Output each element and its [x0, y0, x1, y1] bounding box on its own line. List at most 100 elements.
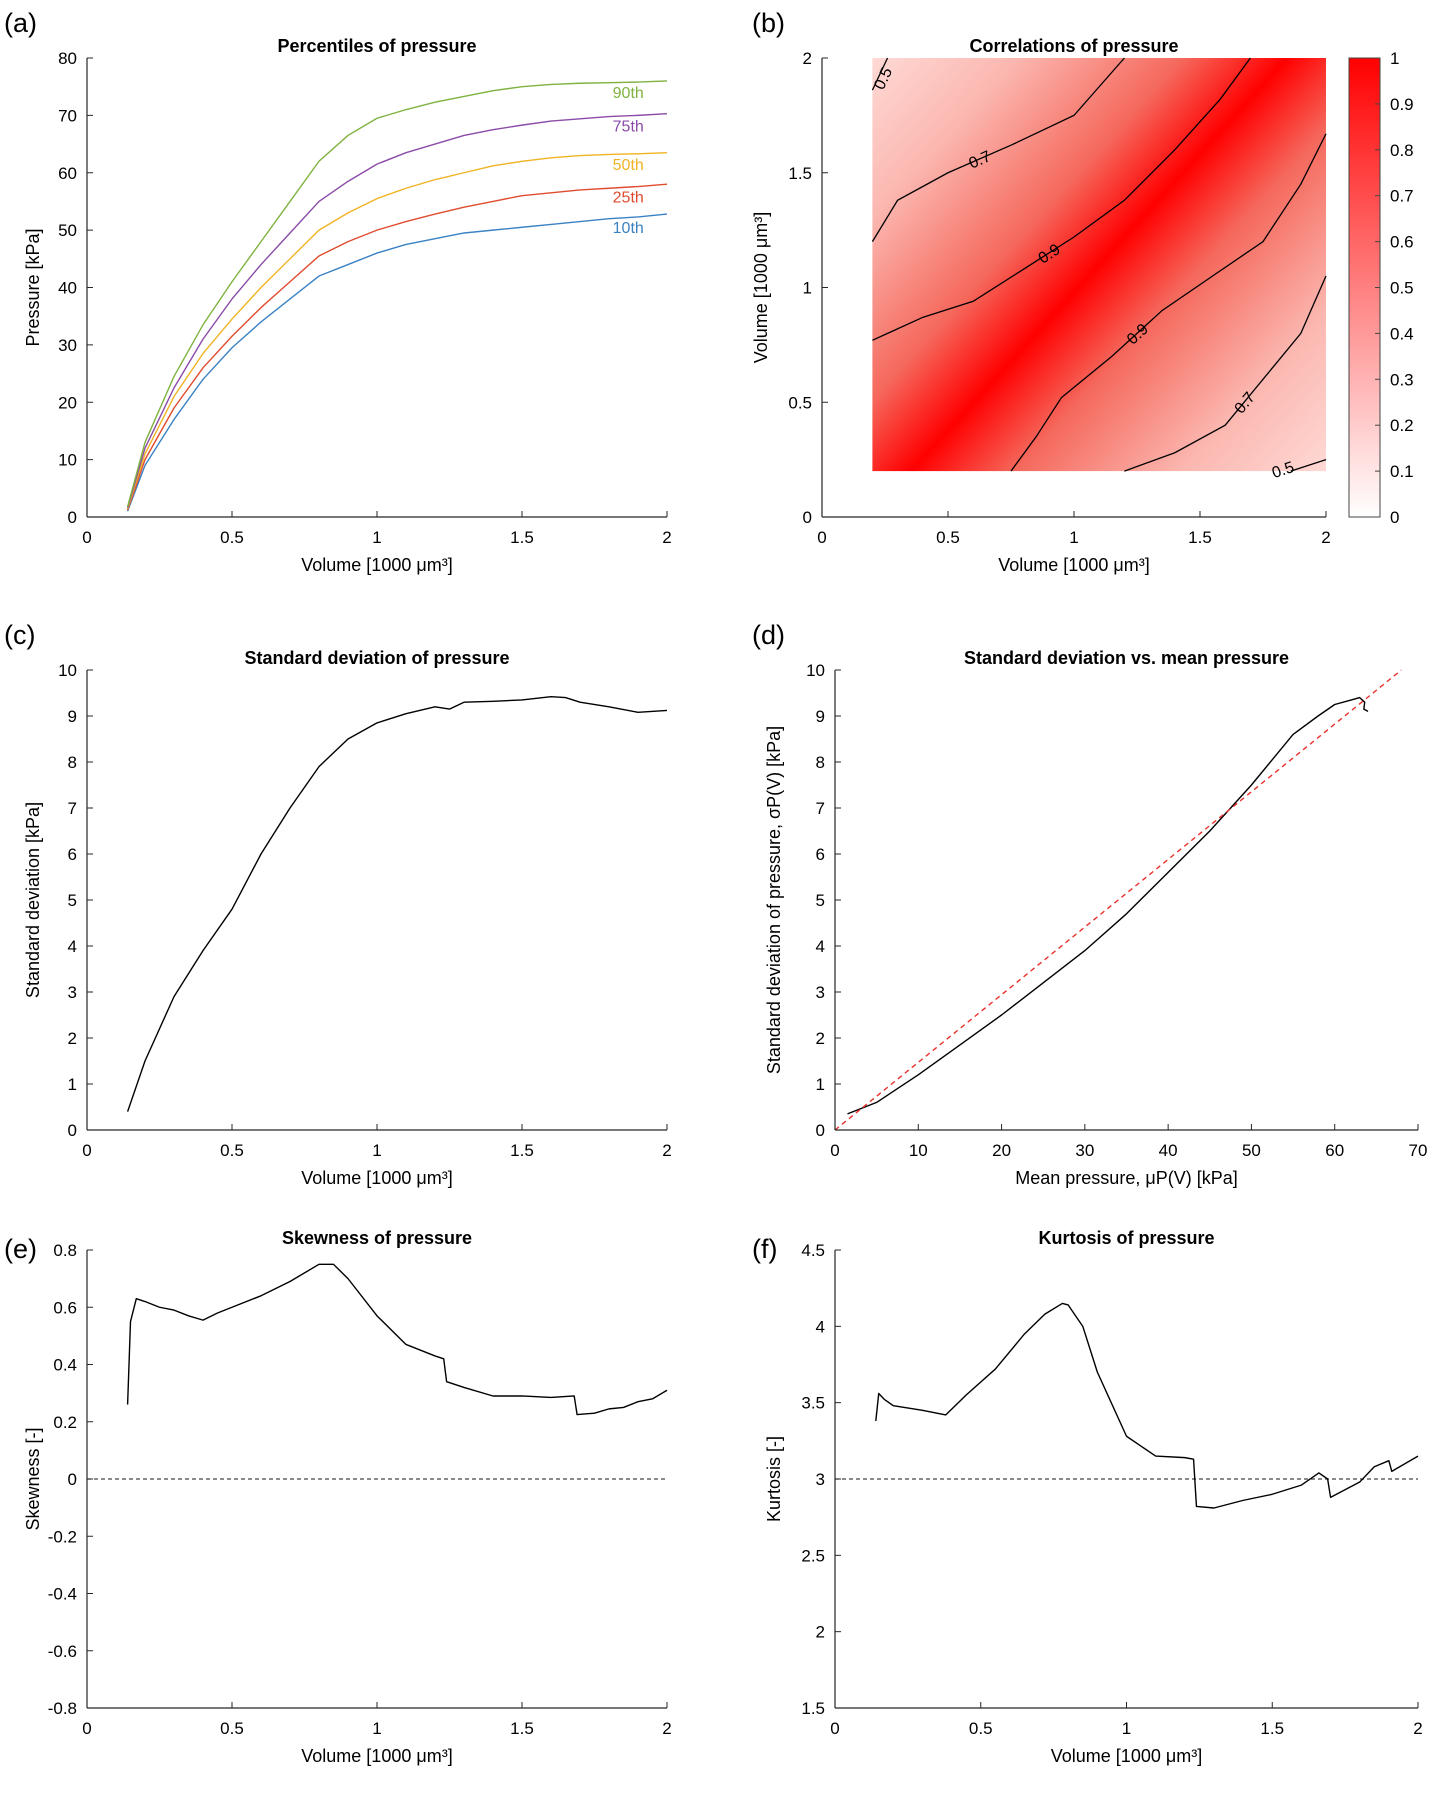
x-tick-label: 2 — [1321, 528, 1330, 547]
y-tick-label: 0.6 — [53, 1298, 77, 1317]
y-tick-label: 1 — [68, 1075, 77, 1094]
x-tick-label: 1.5 — [1188, 528, 1212, 547]
contour-line — [1290, 459, 1327, 472]
y-axis-label: Kurtosis [-] — [764, 1436, 784, 1522]
y-tick-label: 0.2 — [53, 1413, 77, 1432]
series-line — [847, 696, 1369, 1115]
y-tick-label: 20 — [58, 393, 77, 412]
panel-c: (c) Standard deviation of pressure 0 0.5 1 1.… — [4, 620, 672, 1188]
y-tick-label: 50 — [58, 221, 77, 240]
y-tick-label: 10 — [58, 661, 77, 680]
y-tick-label: 8 — [816, 753, 825, 772]
colorbar-tick-label: 1 — [1390, 49, 1399, 68]
x-tick-label: 0.5 — [936, 528, 960, 547]
x-tick-label: 0 — [82, 1719, 91, 1738]
contour-line — [1010, 133, 1327, 472]
y-tick-label: 2 — [816, 1623, 825, 1642]
y-tick-label: 4.5 — [801, 1241, 825, 1260]
series-label: 75th — [613, 118, 644, 135]
y-tick-label: 0 — [68, 1470, 77, 1489]
y-tick-label: 80 — [58, 49, 77, 68]
x-tick-label: 50 — [1242, 1141, 1261, 1160]
y-tick-label: 4 — [816, 1317, 825, 1336]
colorbar-tick-label: 0.3 — [1390, 370, 1414, 389]
x-tick-label: 0 — [82, 528, 91, 547]
y-tick-label: 2.5 — [801, 1546, 825, 1565]
colorbar-tick-label: 0.4 — [1390, 324, 1414, 343]
y-tick-label: 60 — [58, 164, 77, 183]
series-line — [834, 669, 1402, 1131]
x-tick-label: 2 — [662, 1141, 671, 1160]
x-axis-label: Volume [1000 μm³] — [1051, 1746, 1202, 1766]
x-tick-label: 60 — [1325, 1141, 1344, 1160]
y-tick-label: 3 — [816, 983, 825, 1002]
series-line — [126, 151, 668, 510]
y-tick-label: 2 — [803, 49, 812, 68]
x-tick-label: 0 — [830, 1719, 839, 1738]
x-tick-label: 2 — [662, 528, 671, 547]
panel-label: (d) — [752, 620, 785, 650]
x-tick-label: 0.5 — [969, 1719, 993, 1738]
panel-label: (b) — [752, 8, 785, 38]
x-tick-label: 2 — [662, 1719, 671, 1738]
contour-line — [871, 57, 889, 91]
colorbar-tick-label: 0.5 — [1390, 279, 1414, 298]
y-tick-label: 70 — [58, 106, 77, 125]
series-line — [126, 213, 668, 512]
y-tick-label: 3 — [68, 983, 77, 1002]
series-line — [875, 1302, 1419, 1509]
colorbar-tick-label: 0.9 — [1390, 95, 1414, 114]
y-tick-label: -0.4 — [48, 1585, 77, 1604]
x-axis-label: Volume [1000 μm³] — [301, 1168, 452, 1188]
x-tick-label: 1 — [372, 1719, 381, 1738]
x-tick-label: 1.5 — [510, 1141, 534, 1160]
chart-title: Standard deviation vs. mean pressure — [964, 648, 1289, 668]
x-tick-label: 1 — [372, 1141, 381, 1160]
panel-f: (f) Kurtosis of pressure 0 0.5 1 1.5 2 1.5 2 2.5 3… — [752, 1228, 1423, 1766]
y-tick-label: 4 — [68, 937, 77, 956]
x-tick-label: 0 — [830, 1141, 839, 1160]
contour-line — [1124, 275, 1327, 472]
y-tick-label: 1 — [803, 279, 812, 298]
chart-title: Correlations of pressure — [969, 36, 1178, 56]
y-tick-label: 0 — [803, 508, 812, 527]
y-tick-label: 2 — [816, 1029, 825, 1048]
series-line — [126, 1263, 668, 1416]
y-tick-label: 10 — [58, 451, 77, 470]
chart-title: Kurtosis of pressure — [1038, 1228, 1214, 1248]
y-tick-label: 30 — [58, 336, 77, 355]
y-tick-label: 1.5 — [788, 164, 812, 183]
panel-d: (d) Standard deviation vs. mean pressure 0… — [752, 620, 1427, 1188]
y-tick-label: 5 — [816, 891, 825, 910]
series-line — [126, 695, 668, 1112]
x-tick-label: 30 — [1075, 1141, 1094, 1160]
y-tick-label: 2 — [68, 1029, 77, 1048]
y-axis-label: Volume [1000 μm³] — [751, 212, 771, 363]
y-tick-label: 3 — [816, 1470, 825, 1489]
colorbar-tick-label: 0.2 — [1390, 416, 1414, 435]
series-label: 25th — [613, 190, 644, 207]
panel-e: (e) Skewness of pressure 0 0.5 1 1.5 2 -0.8 -0.6… — [4, 1228, 672, 1766]
x-tick-label: 1 — [1122, 1719, 1131, 1738]
panel-b: (b)Correlations of pressure0.50.70.90.90… — [751, 8, 1414, 575]
y-tick-label: 40 — [58, 279, 77, 298]
panel-a: (a) Percentiles of pressure 10th 25th 50th 75… — [4, 8, 672, 575]
series-label: 90th — [613, 85, 644, 102]
x-tick-label: 1.5 — [1260, 1719, 1284, 1738]
x-axis-label: Volume [1000 μm³] — [301, 555, 452, 575]
y-tick-label: 7 — [68, 799, 77, 818]
y-tick-label: 1 — [816, 1075, 825, 1094]
chart-title: Percentiles of pressure — [277, 36, 476, 56]
series-line — [126, 112, 668, 509]
y-tick-label: 5 — [68, 891, 77, 910]
x-tick-label: 0.5 — [220, 1141, 244, 1160]
y-tick-label: 9 — [68, 707, 77, 726]
series-line — [126, 183, 668, 511]
x-tick-label: 1 — [1069, 528, 1078, 547]
x-tick-label: 2 — [1413, 1719, 1422, 1738]
y-tick-label: 6 — [68, 845, 77, 864]
colorbar-tick-label: 0 — [1390, 508, 1399, 527]
y-axis-label: Standard deviation [kPa] — [23, 802, 43, 998]
panel-label: (f) — [752, 1234, 777, 1264]
